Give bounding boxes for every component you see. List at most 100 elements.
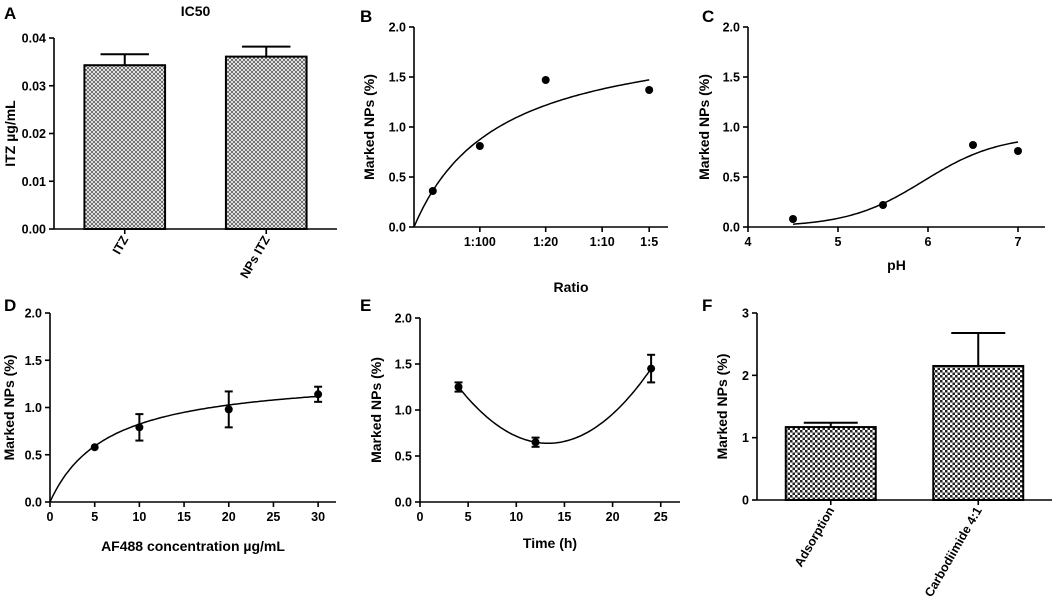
panel-letter-a: A — [4, 4, 16, 23]
x-tick-label: 0 — [47, 510, 54, 524]
x-tick-label: 25 — [266, 510, 280, 524]
x-tick-label: 1:5 — [640, 235, 658, 249]
y-tick-label: 2.0 — [25, 307, 42, 321]
fit-curve — [49, 395, 319, 503]
data-point — [531, 438, 540, 447]
x-category-label: Adsorption — [792, 505, 837, 570]
y-tick-label: 2.0 — [723, 21, 740, 35]
y-tick-label: 2.0 — [389, 21, 406, 35]
chart-panel-f: 0 1 2 3 Marked NPs (%) Adsorption Carbodiimide… — [714, 307, 1052, 599]
y-tick-label: 2.0 — [395, 312, 412, 326]
x-tick-label: 20 — [606, 510, 620, 524]
x-axis-title: AF488 concentration µg/mL — [101, 538, 285, 554]
x-category-label: NPs ITZ — [237, 233, 273, 281]
data-point — [224, 405, 233, 414]
data-point — [645, 86, 654, 94]
y-tick-label: 3 — [742, 307, 749, 321]
x-category-label: Carbodiimide 4:1 — [922, 504, 985, 599]
y-tick-label: 0.04 — [22, 32, 46, 46]
chart-panel-c: 0.0 0.5 1.0 1.5 2.0 Marked NPs (%) 4 5 6 7 pH — [696, 21, 1045, 273]
y-tick-label: 1.5 — [723, 71, 740, 85]
y-tick-label: 0.5 — [395, 450, 412, 464]
y-axis-title: Marked NPs (%) — [714, 354, 730, 460]
fit-curve — [413, 79, 650, 228]
y-tick-label: 0.0 — [389, 221, 406, 235]
chart-panel-d: 0.0 0.5 1.0 1.5 2.0 Marked NPs (%) 0 5 10 15 20 25 3… — [1, 307, 336, 554]
y-tick-label: 0.03 — [22, 79, 46, 93]
data-point — [1014, 147, 1022, 155]
x-tick-label: 15 — [557, 510, 571, 524]
data-point — [541, 76, 550, 84]
y-tick-label: 1.5 — [25, 354, 42, 368]
y-axis-title: Marked NPs (%) — [361, 74, 377, 180]
y-tick-label: 0 — [742, 494, 749, 508]
bar — [932, 364, 1025, 501]
bar — [83, 64, 167, 230]
panel-letter-d: D — [4, 296, 16, 315]
data-point — [879, 201, 887, 209]
y-tick-label: 1.5 — [395, 358, 412, 372]
data-point — [475, 142, 484, 150]
y-axis-title: Marked NPs (%) — [1, 355, 17, 461]
data-point — [454, 383, 463, 391]
x-tick-label: 1:20 — [533, 235, 558, 249]
x-axis-title: Ratio — [554, 279, 589, 295]
x-category-label: ITZ — [110, 233, 132, 257]
x-tick-label: 4 — [745, 235, 752, 249]
x-tick-label: 20 — [222, 510, 236, 524]
data-point — [969, 141, 977, 149]
x-tick-label: 15 — [177, 510, 191, 524]
data-point — [314, 390, 323, 399]
x-tick-label: 10 — [509, 510, 523, 524]
y-tick-label: 0.0 — [723, 221, 740, 235]
axes-E — [415, 317, 680, 503]
x-tick-label: 5 — [91, 510, 98, 524]
data-point — [90, 443, 99, 452]
x-tick-label: 1:100 — [464, 235, 496, 249]
chart-panel-e: 0.0 0.5 1.0 1.5 2.0 Marked NPs (%) 0 5 10 15 20 25 T… — [368, 312, 680, 551]
panel-letter-c: C — [702, 7, 714, 26]
x-tick-label: 6 — [925, 235, 932, 249]
x-tick-label: 1:10 — [590, 235, 615, 249]
x-tick-label: 5 — [465, 510, 472, 524]
data-point — [789, 215, 797, 223]
data-point — [135, 423, 144, 432]
y-tick-label: 0.0 — [395, 496, 412, 510]
data-point — [428, 187, 437, 195]
axes-C — [743, 26, 1045, 228]
y-axis-title: ITZ µg/mL — [2, 100, 18, 167]
y-tick-label: 1.0 — [25, 401, 42, 415]
chart-panel-a: 0.00 0.01 0.02 0.03 0.04 ITZ µg/mL IC50 ITZ NPs … — [2, 3, 337, 281]
axes-B — [409, 26, 668, 228]
x-tick-label: 30 — [311, 510, 325, 524]
y-tick-label: 1 — [742, 431, 749, 445]
bar — [784, 426, 877, 502]
y-tick-label: 0.5 — [25, 448, 42, 462]
x-tick-label: 0 — [417, 510, 424, 524]
y-axis-title: Marked NPs (%) — [368, 357, 384, 463]
y-tick-label: 1.5 — [389, 71, 406, 85]
x-tick-label: 5 — [835, 235, 842, 249]
data-point — [647, 364, 656, 373]
x-axis-title: Time (h) — [523, 535, 577, 551]
panel-letter-e: E — [360, 296, 371, 315]
y-tick-label: 0.02 — [22, 127, 46, 141]
y-tick-label: 1.0 — [395, 404, 412, 418]
fit-curve — [792, 141, 1019, 225]
x-axis-title: pH — [887, 257, 906, 273]
y-tick-label: 0.0 — [25, 496, 42, 510]
y-axis-title: Marked NPs (%) — [696, 74, 712, 180]
y-tick-label: 1.0 — [389, 121, 406, 135]
fit-curve — [457, 368, 652, 445]
y-tick-label: 0.5 — [389, 171, 406, 185]
y-tick-label: 0.00 — [22, 223, 46, 237]
axes-D — [45, 312, 336, 503]
bar — [224, 55, 308, 231]
chart-title: IC50 — [181, 3, 211, 19]
x-tick-label: 25 — [654, 510, 668, 524]
y-tick-label: 0.01 — [22, 175, 46, 189]
panel-letter-f: F — [702, 296, 712, 315]
y-tick-label: 1.0 — [723, 121, 740, 135]
y-tick-label: 0.5 — [723, 171, 740, 185]
